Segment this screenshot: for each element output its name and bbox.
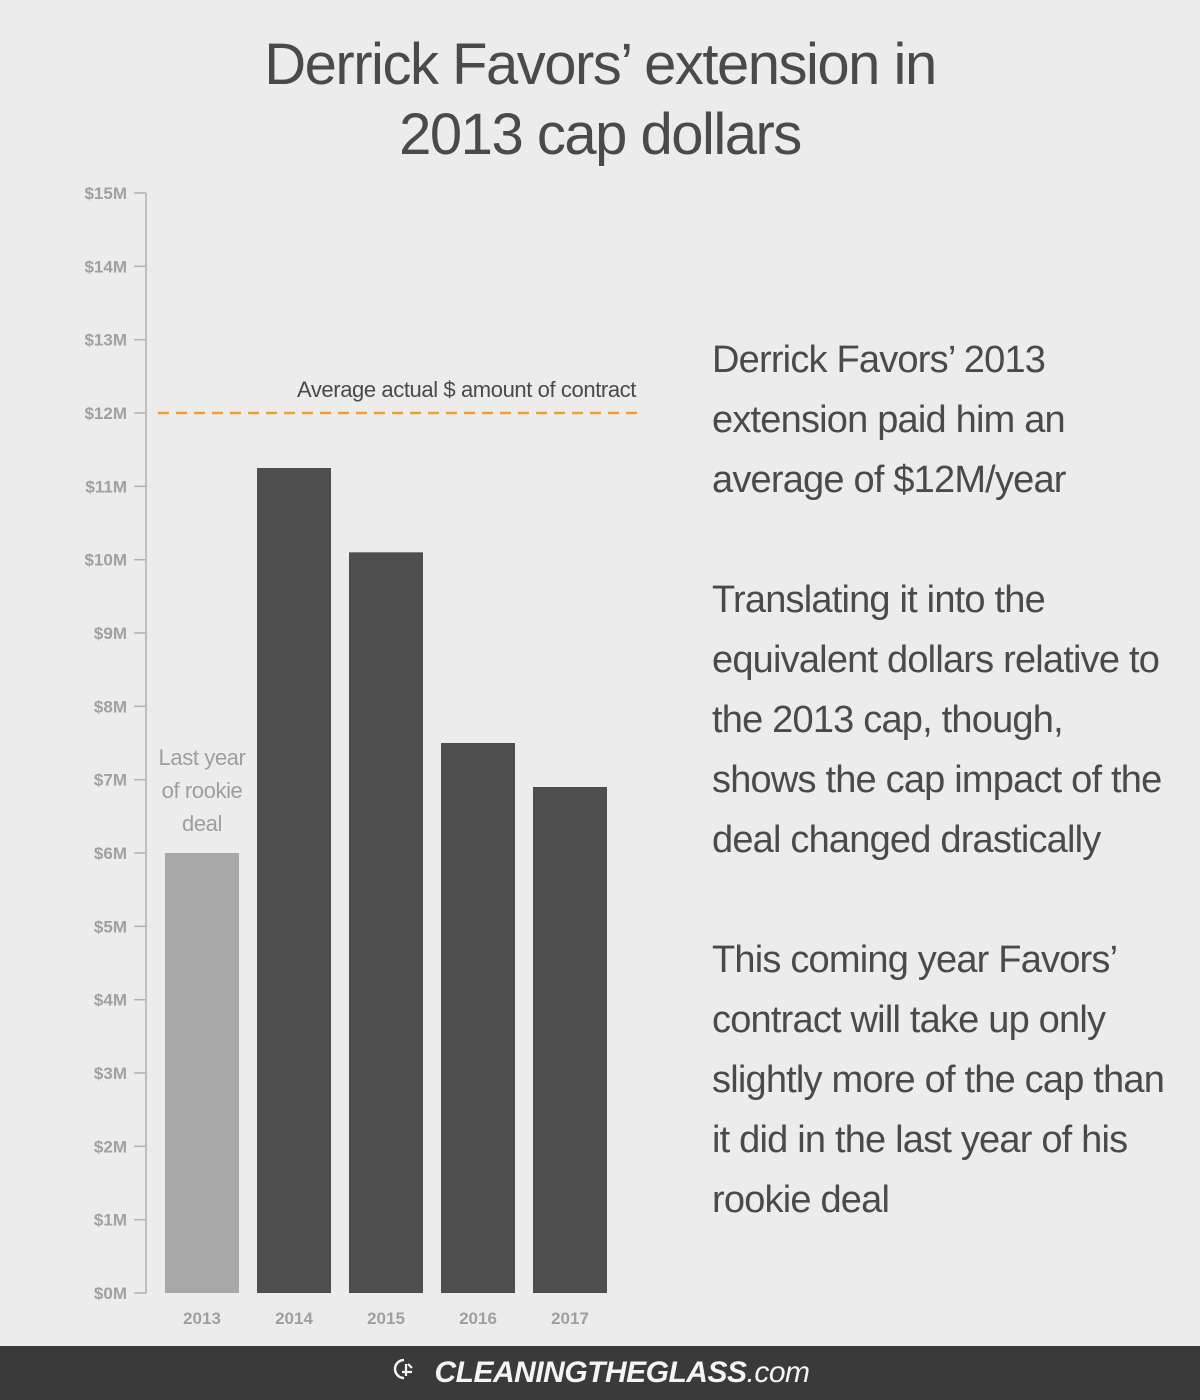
bar-2013 (165, 853, 239, 1293)
footer-brand: CLEANINGTHEGLASS (434, 1356, 747, 1389)
bar-2016 (441, 743, 515, 1293)
y-tick-label: $3M (94, 1064, 127, 1083)
x-tick-label: 2015 (367, 1309, 405, 1328)
note-1: Derrick Favors’ 2013 extension paid him … (712, 339, 1066, 501)
chart-title-line-1: Derrick Favors’ extension in (264, 32, 937, 97)
y-tick-label: $7M (94, 771, 127, 790)
ctg-logo-icon (390, 1356, 424, 1390)
y-tick-label: $8M (94, 697, 127, 716)
y-tick-label: $13M (84, 331, 127, 350)
y-tick-label: $0M (94, 1284, 127, 1303)
bar-2017 (533, 787, 607, 1293)
y-tick-label: $2M (94, 1137, 127, 1156)
chart-title: Derrick Favors’ extension in 2013 cap do… (0, 30, 1200, 170)
footer-bar: CLEANINGTHEGLASS .com (0, 1346, 1200, 1400)
x-tick-label: 2016 (459, 1309, 497, 1328)
bar-2015 (349, 552, 423, 1293)
bar-annotation-line: deal (182, 811, 222, 836)
y-tick-label: $14M (84, 257, 127, 276)
commentary: Derrick Favors’ 2013 extension paid him … (712, 330, 1172, 1290)
x-tick-label: 2013 (183, 1309, 221, 1328)
bar-chart: $0M $1M $2M $3M $4M $5M $6M $7M $8M $9M $10M $11M $1… (84, 184, 640, 1328)
note-2: Translating it into the equivalent dolla… (712, 579, 1162, 861)
y-tick-label: $10M (84, 551, 127, 570)
footer-domain-suffix: .com (746, 1356, 811, 1389)
x-tick-label: 2017 (551, 1309, 589, 1328)
x-tick-label: 2014 (275, 1309, 313, 1328)
chart-title-line-2: 2013 cap dollars (399, 102, 802, 167)
y-tick-label: $1M (94, 1211, 127, 1230)
y-tick-label: $5M (94, 917, 127, 936)
y-tick-label: $6M (94, 844, 127, 863)
bar-annotation-line: of rookie (162, 778, 243, 803)
y-tick-label: $15M (84, 184, 127, 203)
y-tick-label: $9M (94, 624, 127, 643)
y-tick-label: $11M (85, 477, 127, 496)
note-3: This coming year Favors’ contract will t… (712, 939, 1165, 1221)
bar-annotation-line: Last year (159, 745, 246, 770)
reference-line-label: Average actual $ amount of contract (297, 377, 636, 402)
y-tick-label: $12M (84, 404, 127, 423)
y-tick-label: $4M (94, 991, 127, 1010)
bar-2014 (257, 468, 331, 1293)
